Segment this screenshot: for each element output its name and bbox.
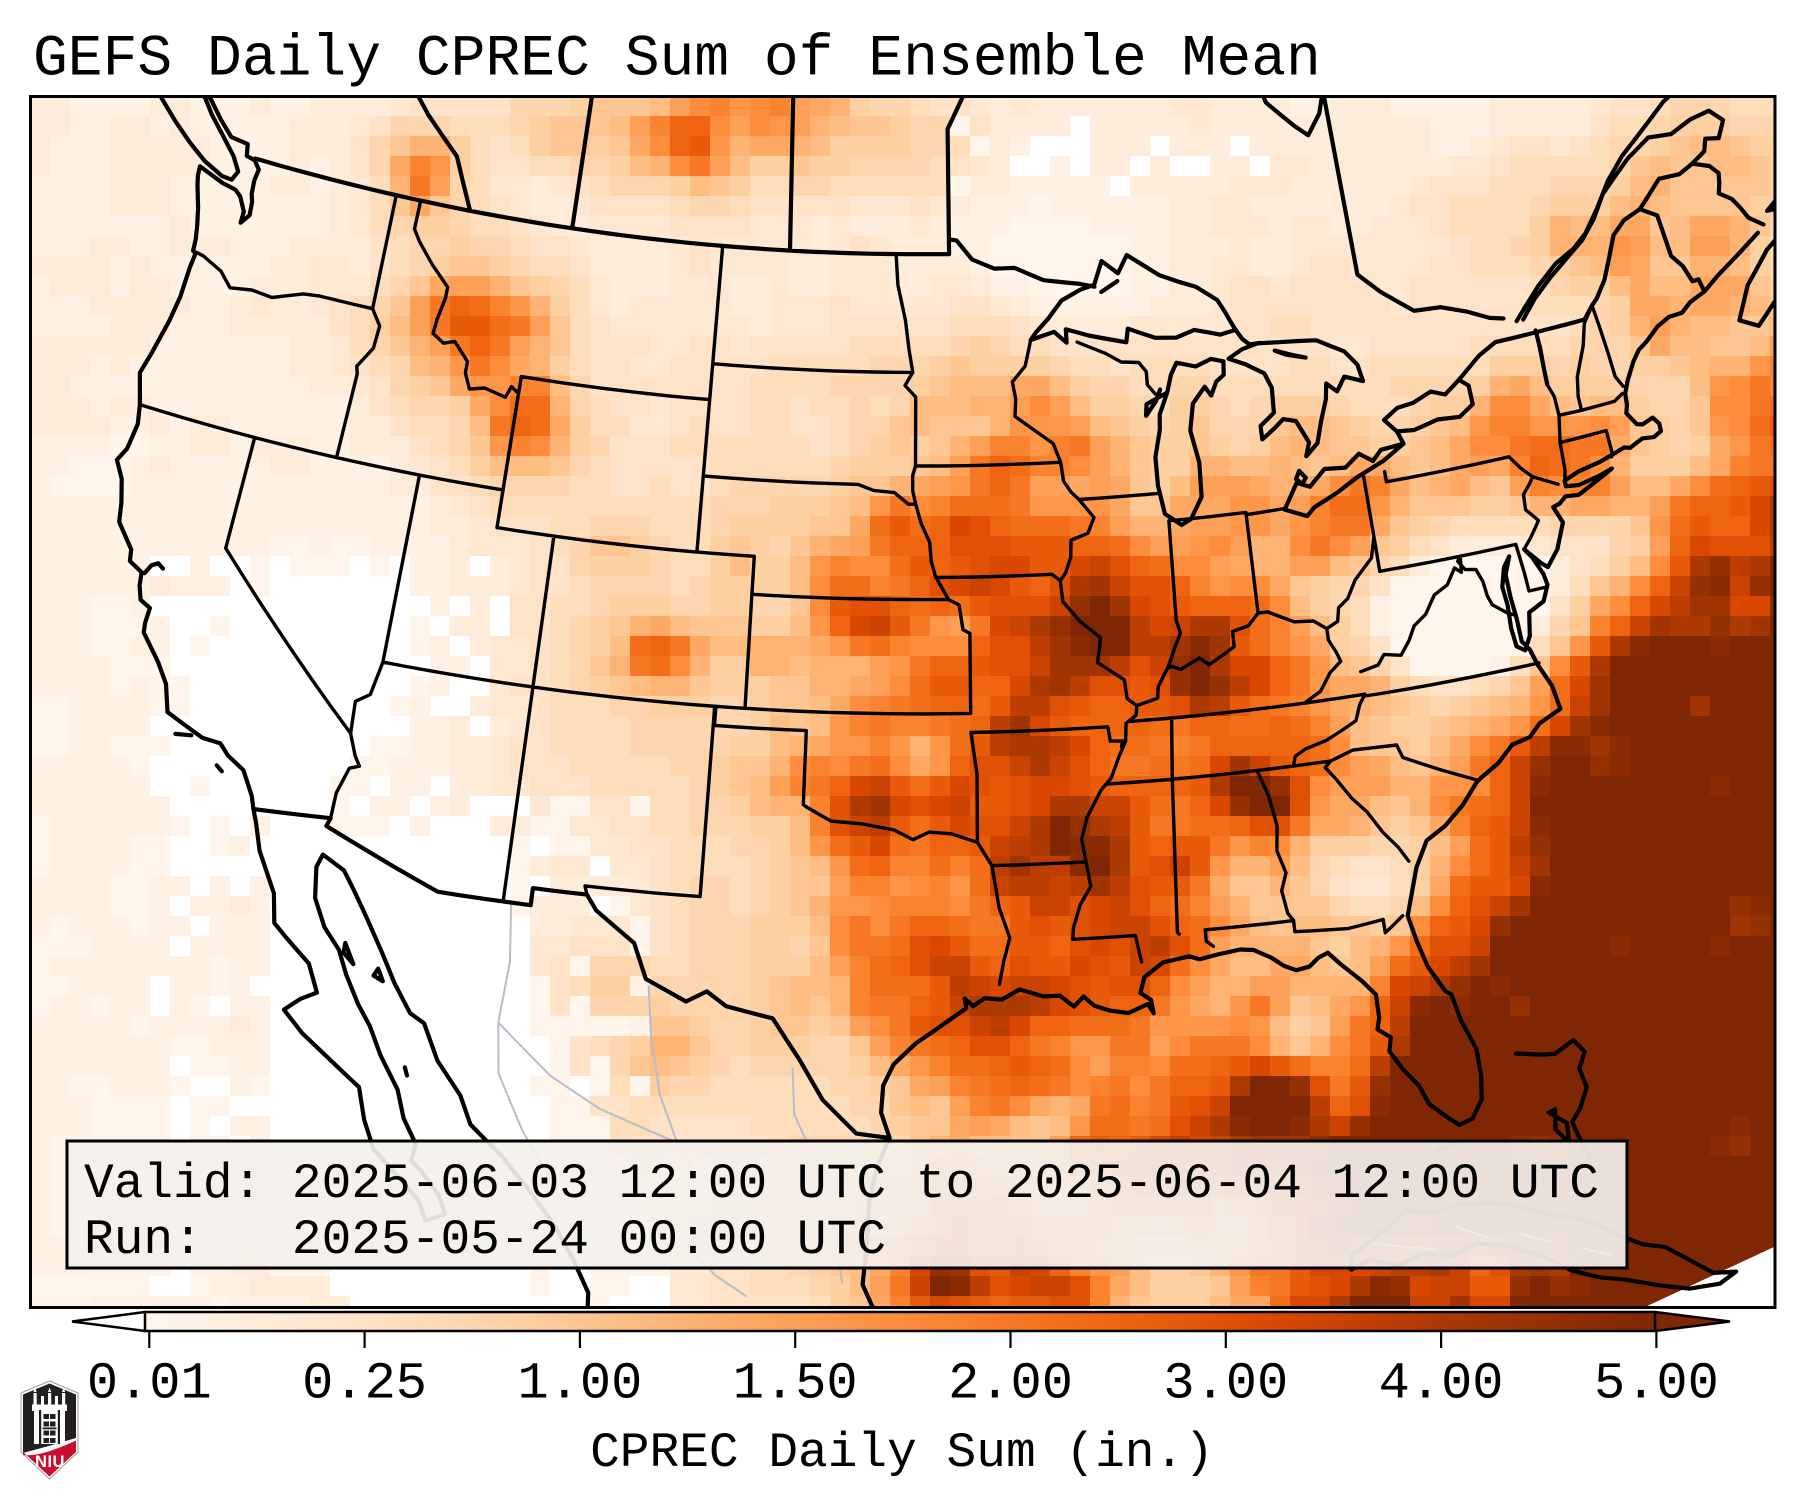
svg-text:4.00: 4.00 <box>1379 1355 1504 1414</box>
svg-text:2.00: 2.00 <box>948 1355 1073 1414</box>
svg-text:0.01: 0.01 <box>87 1355 212 1414</box>
svg-text:5.00: 5.00 <box>1594 1355 1719 1414</box>
svg-text:GEFS Daily CPREC Sum of Ensemb: GEFS Daily CPREC Sum of Ensemble Mean <box>33 28 1321 93</box>
svg-text:1.50: 1.50 <box>733 1355 858 1414</box>
svg-text:0.25: 0.25 <box>302 1355 427 1414</box>
svg-text:Run: 2025-05-24 00:00 UTC: Run: 2025-05-24 00:00 UTC <box>84 1212 886 1268</box>
svg-text:NIU: NIU <box>35 1453 65 1471</box>
svg-text:3.00: 3.00 <box>1163 1355 1288 1414</box>
svg-text:CPREC Daily Sum (in.): CPREC Daily Sum (in.) <box>590 1425 1214 1481</box>
svg-text:Valid: 2025-06-03 12:00 UTC to: Valid: 2025-06-03 12:00 UTC to 2025-06-0… <box>84 1156 1599 1212</box>
svg-text:1.00: 1.00 <box>517 1355 642 1414</box>
